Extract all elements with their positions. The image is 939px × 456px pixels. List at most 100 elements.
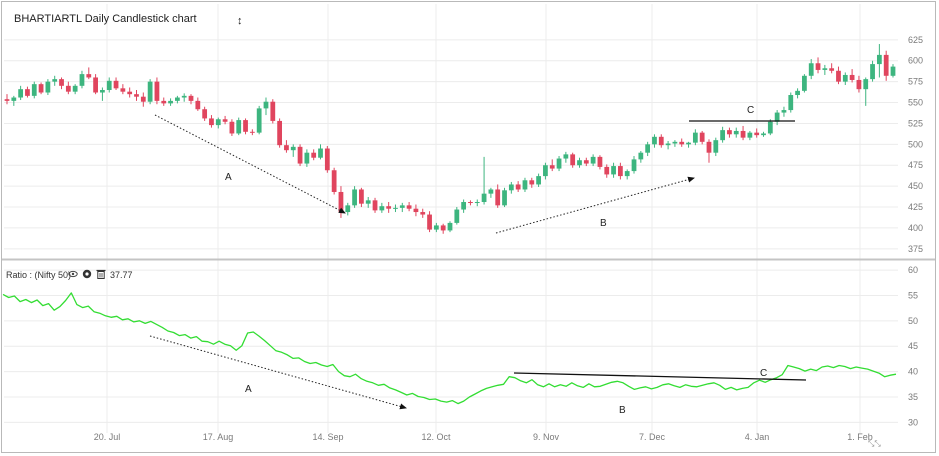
candle[interactable] — [672, 140, 678, 147]
candle[interactable] — [822, 64, 828, 75]
eye-icon[interactable] — [68, 270, 78, 278]
candle[interactable] — [781, 106, 787, 117]
candle[interactable] — [249, 129, 255, 136]
candle[interactable] — [79, 70, 85, 89]
candle[interactable] — [161, 97, 167, 106]
candle[interactable] — [65, 81, 71, 95]
trash-icon[interactable] — [96, 269, 106, 279]
candle[interactable] — [120, 84, 126, 95]
candle[interactable] — [795, 88, 800, 99]
candle[interactable] — [747, 130, 753, 141]
candle[interactable] — [277, 118, 283, 148]
candle[interactable] — [802, 74, 807, 93]
candle[interactable] — [209, 115, 214, 128]
candle[interactable] — [706, 139, 712, 163]
candle[interactable] — [468, 200, 473, 206]
candle[interactable] — [427, 211, 432, 233]
candle[interactable] — [284, 140, 289, 153]
candle[interactable] — [754, 128, 760, 138]
candle[interactable] — [836, 66, 841, 85]
candle[interactable] — [522, 177, 528, 192]
candle[interactable] — [399, 202, 405, 213]
candle[interactable] — [25, 86, 30, 98]
candle[interactable] — [529, 177, 535, 188]
candle[interactable] — [413, 204, 419, 217]
candle[interactable] — [849, 69, 855, 83]
candle[interactable] — [767, 119, 773, 136]
candle[interactable] — [338, 186, 344, 218]
candle[interactable] — [556, 156, 562, 172]
candle[interactable] — [856, 75, 862, 93]
candle[interactable] — [106, 77, 112, 93]
candle[interactable] — [263, 97, 269, 116]
candle[interactable] — [372, 197, 378, 213]
candle[interactable] — [4, 94, 10, 105]
candle[interactable] — [570, 152, 576, 168]
candle[interactable] — [222, 115, 228, 125]
candle[interactable] — [454, 207, 460, 225]
candle[interactable] — [147, 79, 153, 105]
candle[interactable] — [515, 181, 521, 192]
candle[interactable] — [440, 223, 446, 234]
candle[interactable] — [863, 77, 869, 106]
candle[interactable] — [311, 149, 317, 161]
candle[interactable] — [808, 59, 814, 80]
candle[interactable] — [713, 137, 719, 157]
candle[interactable] — [631, 156, 637, 174]
candle[interactable] — [611, 162, 616, 178]
scroll-indicator-icon[interactable]: ⤡⤡ — [868, 439, 881, 448]
candle[interactable] — [788, 92, 794, 113]
candle[interactable] — [229, 119, 235, 136]
candle[interactable] — [52, 75, 58, 86]
candle[interactable] — [345, 202, 351, 216]
candle[interactable] — [100, 87, 105, 101]
candle[interactable] — [740, 125, 746, 141]
candle[interactable] — [733, 127, 739, 138]
candle[interactable] — [420, 208, 426, 218]
candle[interactable] — [488, 187, 494, 198]
candle[interactable] — [699, 130, 705, 145]
candle[interactable] — [495, 184, 501, 208]
candle[interactable] — [93, 74, 98, 95]
candle[interactable] — [604, 164, 610, 178]
candle[interactable] — [318, 144, 323, 160]
candle[interactable] — [31, 81, 37, 99]
candle[interactable] — [876, 44, 882, 78]
candle[interactable] — [590, 154, 596, 167]
candle[interactable] — [597, 155, 603, 170]
candle[interactable] — [38, 82, 44, 95]
candle[interactable] — [270, 99, 276, 124]
candle[interactable] — [433, 222, 439, 233]
candle[interactable] — [365, 196, 371, 208]
candle[interactable] — [290, 144, 296, 157]
candle[interactable] — [140, 92, 146, 107]
candle[interactable] — [215, 117, 221, 129]
candle[interactable] — [297, 144, 303, 167]
candle[interactable] — [577, 157, 582, 168]
candle[interactable] — [536, 173, 541, 187]
candle[interactable] — [563, 151, 569, 163]
candle[interactable] — [502, 187, 507, 208]
candle[interactable] — [842, 72, 848, 85]
candle[interactable] — [645, 141, 651, 157]
candle[interactable] — [508, 181, 514, 194]
candle[interactable] — [11, 95, 17, 106]
candle[interactable] — [870, 60, 875, 82]
candle[interactable] — [686, 141, 691, 148]
candle[interactable] — [86, 67, 92, 80]
candle[interactable] — [720, 126, 726, 143]
candle[interactable] — [174, 95, 180, 104]
candle[interactable] — [379, 202, 385, 213]
candle[interactable] — [406, 202, 412, 212]
candle[interactable] — [617, 162, 623, 180]
candle[interactable] — [447, 221, 453, 233]
candle[interactable] — [774, 110, 780, 126]
ratio-series-line[interactable] — [2, 292, 897, 405]
candle[interactable] — [359, 187, 364, 208]
candle[interactable] — [243, 118, 248, 135]
candle[interactable] — [154, 77, 160, 105]
candle[interactable] — [256, 105, 262, 135]
candle[interactable] — [474, 199, 480, 207]
candle[interactable] — [543, 162, 548, 180]
candle[interactable] — [195, 97, 201, 111]
